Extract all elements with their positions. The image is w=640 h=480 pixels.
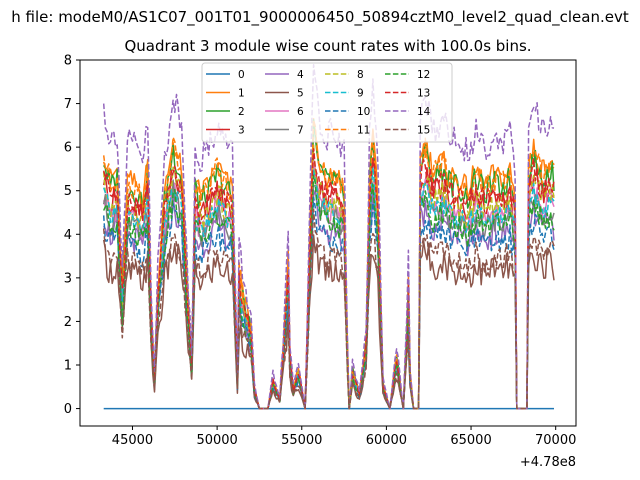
- legend-label-1: 1: [238, 88, 245, 100]
- legend-box: [201, 62, 453, 143]
- series-line-12: [103, 174, 555, 410]
- y-tick-label: 7: [64, 97, 72, 112]
- x-offset-label: +4.78e8: [520, 455, 576, 470]
- series-line-2: [103, 119, 555, 410]
- legend-label-2: 2: [238, 106, 245, 118]
- series-line-15: [102, 208, 555, 410]
- legend-label-9: 9: [357, 88, 364, 100]
- axes-frame: [79, 59, 577, 427]
- legend-label-14: 14: [417, 106, 431, 118]
- y-tick-label: 2: [64, 315, 72, 330]
- series-line-13: [102, 148, 555, 410]
- x-tick-label: 45000: [112, 433, 153, 448]
- x-tick-label: 65000: [450, 433, 491, 448]
- series-line-7: [102, 179, 555, 410]
- chart-suptitle: h file: modeM0/AS1C07_001T01_9000006450_…: [11, 8, 629, 27]
- series-line-11: [102, 119, 555, 410]
- chart-title: Quadrant 3 module wise count rates with …: [124, 37, 531, 55]
- x-tick-label: 60000: [366, 433, 407, 448]
- legend-label-7: 7: [297, 125, 304, 137]
- y-tick-label: 8: [64, 54, 72, 69]
- y-tick-label: 1: [64, 359, 72, 374]
- legend-label-15: 15: [417, 125, 430, 137]
- legend-label-12: 12: [417, 69, 430, 81]
- y-tick-label: 5: [64, 184, 72, 199]
- y-tick-label: 3: [64, 271, 72, 286]
- x-axis: 45000 50000 55000 60000 65000 70000: [112, 426, 576, 448]
- legend-label-10: 10: [357, 106, 370, 118]
- y-tick-label: 0: [64, 402, 72, 417]
- y-axis: 0 1 2 3 4 5 6 7 8: [64, 54, 80, 417]
- legend-label-0: 0: [238, 69, 245, 81]
- x-tick-label: 70000: [535, 433, 576, 448]
- legend-label-11: 11: [357, 125, 370, 137]
- legend-label-5: 5: [297, 88, 304, 100]
- y-tick-label: 6: [64, 141, 72, 156]
- legend-label-13: 13: [417, 88, 430, 100]
- legend-label-8: 8: [357, 69, 364, 81]
- legend-label-4: 4: [297, 69, 304, 81]
- legend-label-6: 6: [297, 106, 304, 118]
- x-tick-label: 55000: [281, 433, 322, 448]
- x-tick-label: 50000: [196, 433, 237, 448]
- legend-label-3: 3: [238, 125, 245, 137]
- y-tick-label: 4: [64, 228, 72, 243]
